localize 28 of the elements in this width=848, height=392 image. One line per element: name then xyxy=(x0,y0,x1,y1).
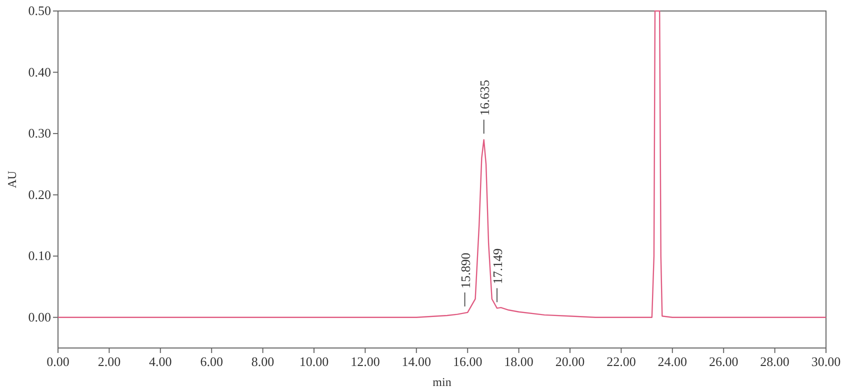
x-tick-label: 18.00 xyxy=(504,354,534,369)
x-tick-label: 26.00 xyxy=(708,354,738,369)
y-tick-label: 0.20 xyxy=(28,186,51,202)
x-tick-label: 2.00 xyxy=(98,354,121,369)
x-tick-label: 12.00 xyxy=(350,354,380,369)
annotation: 17.149 xyxy=(490,248,506,284)
x-tick-label: 14.00 xyxy=(402,354,432,369)
y-tick-label: 0.40 xyxy=(28,64,51,80)
x-tick-label: 16.00 xyxy=(452,354,482,369)
x-tick-label: 20.00 xyxy=(555,354,585,369)
y-tick-label: 0.50 xyxy=(28,3,51,18)
x-tick-label: 0.00 xyxy=(46,354,70,369)
x-tick-label: 28.00 xyxy=(760,354,790,369)
x-tick-label: 22.00 xyxy=(606,354,636,369)
annotation: 16.635 xyxy=(476,80,492,116)
x-tick-label: 30.00 xyxy=(811,354,841,369)
x-tick-label: 4.00 xyxy=(149,354,172,369)
line-series xyxy=(57,10,827,318)
x-tick-label: 10.00 xyxy=(299,354,329,369)
x-tick-label: 24.00 xyxy=(658,354,688,369)
y-tick-label: 0.10 xyxy=(28,248,51,264)
y-tick-label: 0.00 xyxy=(28,309,51,324)
y-tick-label: 0.30 xyxy=(28,126,51,141)
x-tick-label: 8.00 xyxy=(251,354,274,369)
annotation: 15.890 xyxy=(458,252,473,288)
x-axis-title: min xyxy=(432,375,452,389)
y-axis-title: AU xyxy=(5,170,19,188)
x-tick-label: 6.00 xyxy=(200,354,223,369)
